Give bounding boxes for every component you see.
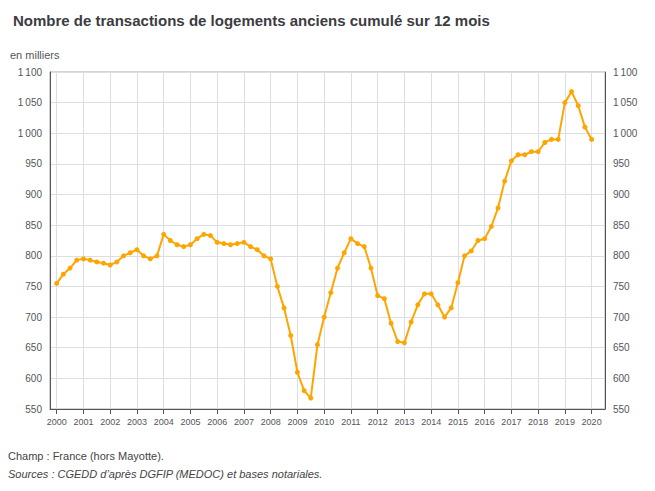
svg-text:2017: 2017 [501, 417, 521, 427]
svg-text:800: 800 [25, 250, 42, 261]
svg-text:800: 800 [613, 250, 630, 261]
svg-text:700: 700 [613, 312, 630, 323]
svg-text:550: 550 [25, 404, 42, 415]
svg-text:2009: 2009 [287, 417, 307, 427]
svg-text:Champ : France (hors Mayotte).: Champ : France (hors Mayotte). [8, 450, 164, 462]
svg-text:2012: 2012 [368, 417, 388, 427]
svg-text:1 050: 1 050 [18, 97, 43, 108]
svg-text:2016: 2016 [475, 417, 495, 427]
svg-text:2010: 2010 [314, 417, 334, 427]
svg-text:850: 850 [613, 220, 630, 231]
svg-text:en milliers: en milliers [10, 49, 60, 61]
svg-text:600: 600 [613, 373, 630, 384]
svg-text:2004: 2004 [154, 417, 174, 427]
svg-text:2006: 2006 [207, 417, 227, 427]
svg-text:2008: 2008 [261, 417, 281, 427]
svg-text:1 000: 1 000 [613, 128, 638, 139]
svg-text:550: 550 [613, 404, 630, 415]
svg-text:Sources : CGEDD d’après DGFIP: Sources : CGEDD d’après DGFIP (MEDOC) et… [8, 468, 322, 480]
svg-text:1 100: 1 100 [18, 67, 43, 78]
svg-text:900: 900 [25, 189, 42, 200]
svg-text:2011: 2011 [341, 417, 360, 427]
svg-text:2001: 2001 [73, 417, 93, 427]
svg-text:2005: 2005 [180, 417, 200, 427]
svg-text:Nombre de transactions de loge: Nombre de transactions de logements anci… [13, 12, 490, 29]
svg-text:2019: 2019 [555, 417, 575, 427]
svg-text:900: 900 [613, 189, 630, 200]
svg-text:750: 750 [25, 281, 42, 292]
svg-text:850: 850 [25, 220, 42, 231]
svg-text:950: 950 [25, 158, 42, 169]
svg-text:700: 700 [25, 312, 42, 323]
svg-text:650: 650 [25, 342, 42, 353]
svg-text:2015: 2015 [448, 417, 468, 427]
svg-text:1 000: 1 000 [18, 128, 43, 139]
svg-text:2020: 2020 [582, 417, 602, 427]
svg-text:650: 650 [613, 342, 630, 353]
svg-text:2013: 2013 [394, 417, 414, 427]
svg-text:2003: 2003 [127, 417, 147, 427]
svg-text:2018: 2018 [528, 417, 548, 427]
svg-text:2002: 2002 [100, 417, 120, 427]
svg-text:1 100: 1 100 [613, 67, 638, 78]
svg-text:750: 750 [613, 281, 630, 292]
svg-text:2000: 2000 [47, 417, 67, 427]
svg-text:1 050: 1 050 [613, 97, 638, 108]
svg-text:950: 950 [613, 158, 630, 169]
svg-text:2014: 2014 [421, 417, 441, 427]
svg-text:2007: 2007 [234, 417, 254, 427]
svg-text:600: 600 [25, 373, 42, 384]
